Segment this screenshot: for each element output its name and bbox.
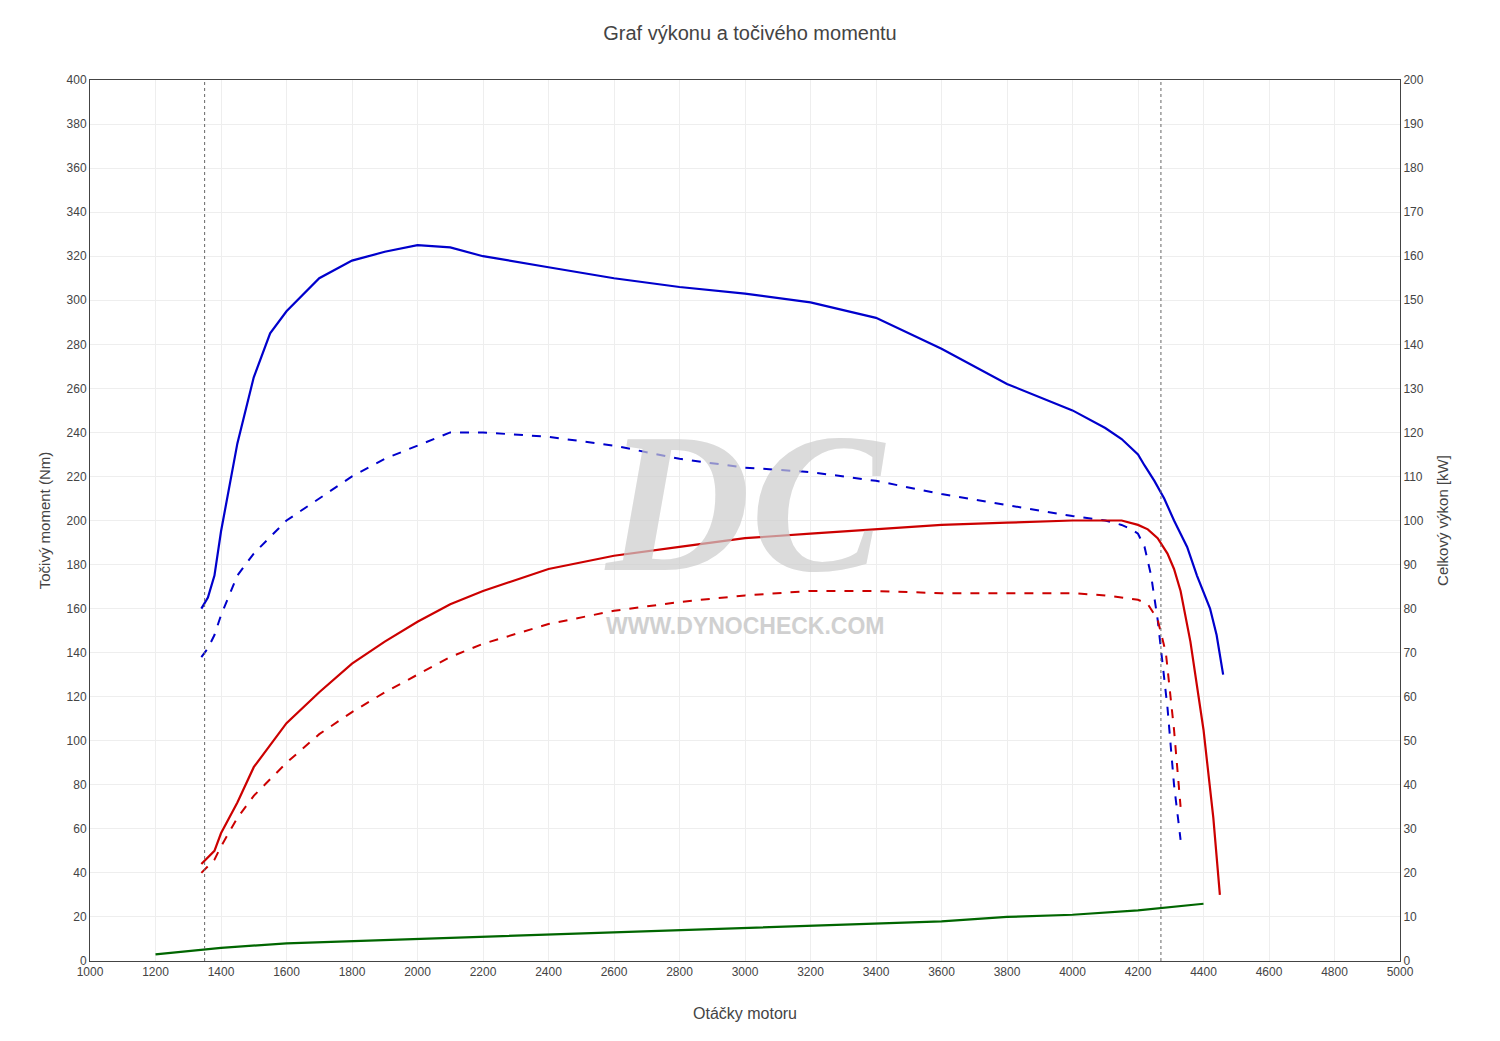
svg-text:240: 240 xyxy=(67,426,87,440)
svg-text:130: 130 xyxy=(1403,382,1423,396)
svg-text:100: 100 xyxy=(67,734,87,748)
svg-text:Otáčky motoru: Otáčky motoru xyxy=(693,1005,797,1022)
svg-text:140: 140 xyxy=(1403,338,1423,352)
svg-text:0: 0 xyxy=(1403,954,1410,968)
svg-text:Celkový výkon [kW]: Celkový výkon [kW] xyxy=(1434,455,1451,586)
svg-text:180: 180 xyxy=(1403,161,1423,175)
svg-text:140: 140 xyxy=(67,646,87,660)
svg-text:3400: 3400 xyxy=(863,965,890,979)
svg-text:3800: 3800 xyxy=(994,965,1021,979)
svg-text:20: 20 xyxy=(73,910,87,924)
svg-text:80: 80 xyxy=(73,778,87,792)
svg-text:120: 120 xyxy=(67,690,87,704)
svg-text:Graf výkonu a točivého momentu: Graf výkonu a točivého momentu xyxy=(603,22,896,44)
svg-text:60: 60 xyxy=(1403,690,1417,704)
svg-text:220: 220 xyxy=(67,470,87,484)
svg-text:200: 200 xyxy=(1403,73,1423,87)
svg-text:2800: 2800 xyxy=(666,965,693,979)
svg-text:160: 160 xyxy=(1403,249,1423,263)
svg-text:1400: 1400 xyxy=(208,965,235,979)
svg-text:4200: 4200 xyxy=(1125,965,1152,979)
svg-text:4600: 4600 xyxy=(1256,965,1283,979)
svg-text:10: 10 xyxy=(1403,910,1417,924)
svg-text:2200: 2200 xyxy=(470,965,497,979)
svg-text:90: 90 xyxy=(1403,558,1417,572)
svg-text:40: 40 xyxy=(1403,778,1417,792)
svg-text:2400: 2400 xyxy=(535,965,562,979)
svg-text:260: 260 xyxy=(67,382,87,396)
svg-text:80: 80 xyxy=(1403,602,1417,616)
svg-text:3000: 3000 xyxy=(732,965,759,979)
svg-text:2600: 2600 xyxy=(601,965,628,979)
svg-text:3200: 3200 xyxy=(797,965,824,979)
svg-text:100: 100 xyxy=(1403,514,1423,528)
svg-text:70: 70 xyxy=(1403,646,1417,660)
svg-text:50: 50 xyxy=(1403,734,1417,748)
svg-text:20: 20 xyxy=(1403,866,1417,880)
svg-text:DC: DC xyxy=(604,392,886,613)
svg-text:1000: 1000 xyxy=(77,965,104,979)
svg-text:4000: 4000 xyxy=(1059,965,1086,979)
svg-text:1800: 1800 xyxy=(339,965,366,979)
svg-text:300: 300 xyxy=(67,293,87,307)
svg-text:360: 360 xyxy=(67,161,87,175)
svg-text:5000: 5000 xyxy=(1387,965,1414,979)
svg-text:40: 40 xyxy=(73,866,87,880)
svg-text:0: 0 xyxy=(80,954,87,968)
svg-text:340: 340 xyxy=(67,205,87,219)
svg-text:1200: 1200 xyxy=(142,965,169,979)
svg-text:280: 280 xyxy=(67,338,87,352)
svg-text:2000: 2000 xyxy=(404,965,431,979)
svg-text:170: 170 xyxy=(1403,205,1423,219)
svg-text:1600: 1600 xyxy=(273,965,300,979)
svg-text:WWW.DYNOCHECK.COM: WWW.DYNOCHECK.COM xyxy=(606,613,885,639)
svg-text:Točivý moment (Nm): Točivý moment (Nm) xyxy=(36,452,53,590)
svg-text:200: 200 xyxy=(67,514,87,528)
svg-text:320: 320 xyxy=(67,249,87,263)
svg-text:4400: 4400 xyxy=(1190,965,1217,979)
svg-text:120: 120 xyxy=(1403,426,1423,440)
svg-text:380: 380 xyxy=(67,117,87,131)
svg-text:150: 150 xyxy=(1403,293,1423,307)
svg-text:3600: 3600 xyxy=(928,965,955,979)
svg-text:110: 110 xyxy=(1403,470,1422,484)
svg-text:160: 160 xyxy=(67,602,87,616)
svg-text:4800: 4800 xyxy=(1321,965,1348,979)
svg-text:180: 180 xyxy=(67,558,87,572)
svg-text:30: 30 xyxy=(1403,822,1417,836)
svg-text:190: 190 xyxy=(1403,117,1423,131)
svg-text:60: 60 xyxy=(73,822,87,836)
svg-text:400: 400 xyxy=(67,73,87,87)
